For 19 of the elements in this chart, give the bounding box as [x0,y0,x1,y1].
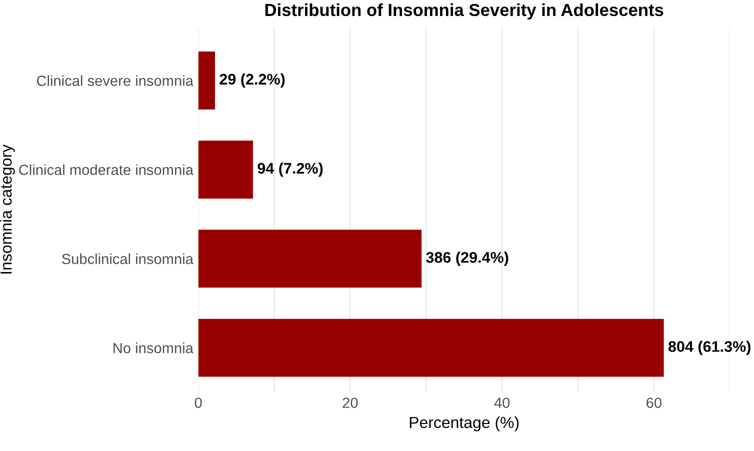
x-axis-title: Percentage (%) [410,416,519,432]
y-tick-label: No insomnia [114,342,194,354]
x-tick-label: 0 [194,398,202,408]
y-tick-label: Subclinical insomnia [62,253,194,264]
data-label: 804 (61.3%) [668,340,750,355]
bar [198,230,422,288]
x-tick-label: 60 [646,398,662,408]
bar [198,140,253,199]
data-label: 94 (7.2%) [258,162,323,177]
bar [198,318,664,377]
y-axis-title: Insomnia category [0,144,15,274]
x-tick-label: 40 [494,398,510,408]
data-label: 29 (2.2%) [220,73,285,88]
chart-title: Distribution of Insomnia Severity in Adolescents [265,3,664,20]
y-tick-label: Clinical moderate insomnia [19,164,194,176]
bar [198,52,216,110]
y-tick-label: Clinical severe insomnia [36,75,194,86]
data-label: 386 (29.4%) [426,252,508,266]
x-tick-label: 20 [342,398,358,408]
